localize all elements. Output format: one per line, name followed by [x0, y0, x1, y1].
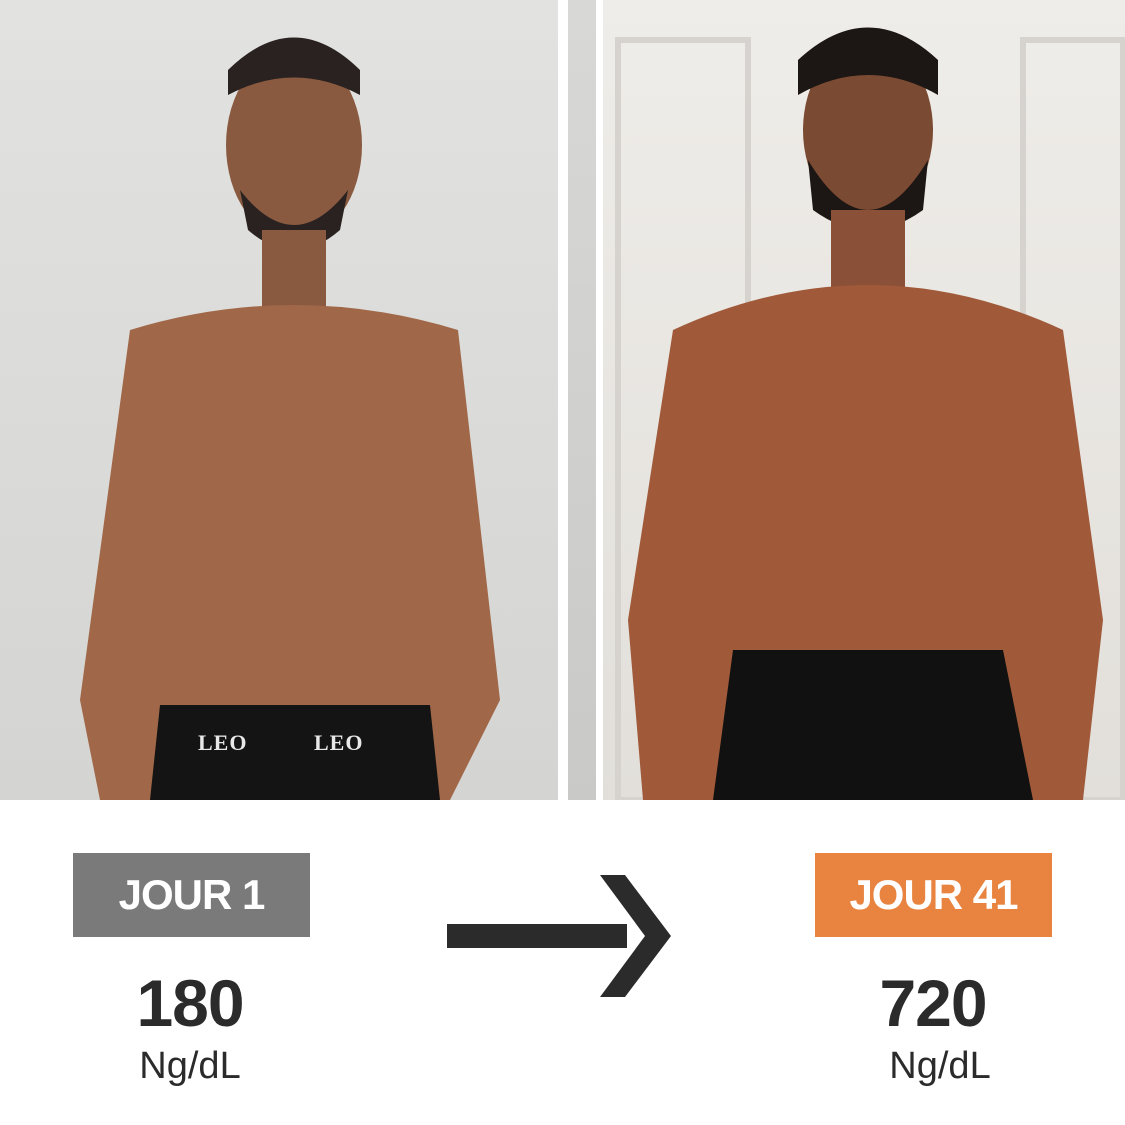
arrow-right-icon [447, 875, 671, 997]
after-unit: Ng/dL [889, 1045, 991, 1087]
divider-strip [568, 0, 596, 800]
before-value: 180 [136, 966, 244, 1040]
before-day-badge: JOUR 1 [73, 853, 310, 937]
waistband-text-left: LEO [198, 730, 248, 755]
after-figure [615, 27, 1125, 800]
after-day-badge: JOUR 41 [815, 853, 1052, 937]
before-photo: LEO LEO [0, 0, 558, 800]
before-unit: Ng/dL [139, 1045, 241, 1087]
after-value: 720 [879, 966, 987, 1040]
before-figure [80, 37, 500, 800]
after-photo [603, 0, 1125, 800]
waistband-text-right: LEO [314, 730, 364, 755]
